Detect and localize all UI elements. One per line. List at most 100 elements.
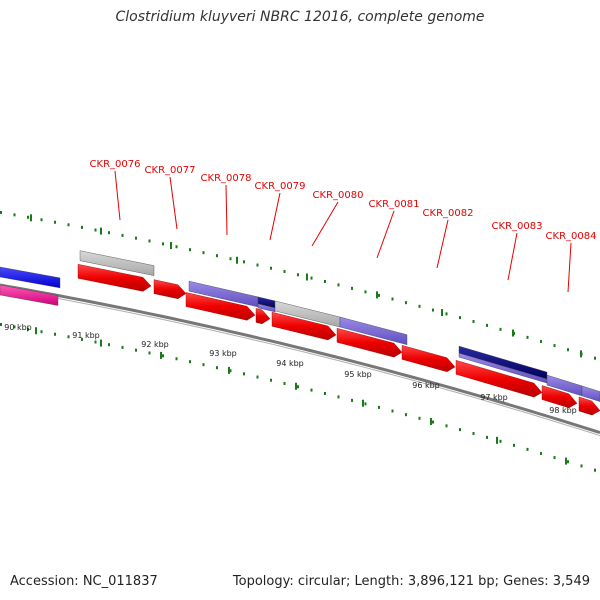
gc-dot [459,428,461,432]
gene-arrow [153,279,187,299]
gc-tick [580,350,582,358]
cog-box-purple [581,385,600,402]
gc-tick [100,339,102,347]
gc-dot [67,223,70,227]
gc-dot [445,312,448,316]
gc-dot [459,316,461,320]
gene-arrow [271,311,337,341]
gc-dot [229,369,232,373]
gene-label: CKR_0082 [423,208,474,219]
label-leader-line [269,192,281,241]
gc-dot [216,254,218,258]
gc-dot [445,424,448,428]
gc-dot [175,357,178,361]
label-leader-line [376,210,395,259]
kbp-label: 98 kbp [549,406,577,415]
gc-dot [594,356,596,360]
gene-arrow-track [77,264,600,416]
genome-summary-text: Topology: circular; Length: 3,896,121 bp… [232,574,590,589]
gc-dot [405,301,407,305]
gc-dot [256,375,259,379]
gc-dot [540,339,542,343]
label-leader-line [436,219,449,269]
kbp-label: 96 kbp [412,381,440,390]
gene-arrow [336,328,403,358]
gc-dot [486,435,488,439]
cog-box-gray [79,250,155,276]
gc-dot [513,443,515,447]
map-title: Clostridium kluyveri NBRC 12016, complet… [115,9,485,25]
cog-box-purple [257,303,276,313]
gene-arrow [455,360,543,398]
gc-dot [553,456,556,460]
gc-dot [27,215,29,219]
kbp-label: 95 kbp [344,370,372,379]
gc-tick [441,309,443,317]
gc-dot [189,248,191,252]
gc-dot [432,420,434,424]
gene-arrow [578,396,600,416]
gene-label: CKR_0078 [201,173,252,184]
gc-dot [162,242,164,246]
gc-dot [351,286,353,290]
gene-label: CKR_0079 [255,181,306,192]
gene-label-leaders [114,170,572,293]
cog-feature-track [0,250,600,402]
gc-dot [310,388,313,392]
gc-tick [496,436,498,444]
gc-dot [486,323,488,327]
gc-dot [418,416,421,420]
gene-label: CKR_0083 [492,221,543,232]
gc-dot [108,231,110,235]
label-leader-line [169,176,178,230]
gc-dot [567,460,569,464]
gc-dot [54,332,56,336]
gc-dot [526,335,529,339]
gc-dot [418,304,421,308]
gc-dot [297,385,299,389]
gc-tick [295,382,297,390]
gc-dot [243,372,245,376]
gc-tick [236,256,238,264]
gene-arrow [541,385,578,409]
gc-dot [162,354,164,358]
backbone-line [0,283,600,435]
gc-tick [35,327,37,335]
gc-dot [202,363,205,367]
backbone-shadow [0,287,600,437]
gene-arrow [77,264,152,292]
gc-dot [351,398,353,402]
gc-tick [512,329,514,337]
gc-dot [135,236,137,240]
kbp-scale-labels: 90 kbp 91 kbp 92 kbp 93 kbp 94 kbp 95 kbp 96 k… [4,323,577,415]
gc-dot [405,413,407,417]
gc-dot [391,297,394,301]
gc-tick [100,227,102,235]
gc-tick [30,214,32,222]
kbp-label: 94 kbp [276,359,304,368]
kbp-label: 93 kbp [209,349,237,358]
gc-tick [565,457,567,465]
gc-dot [432,308,434,312]
gc-tick [160,351,162,359]
gene-label: CKR_0077 [145,165,196,176]
label-leader-line [311,201,339,247]
gc-dot [364,290,367,294]
kbp-label: 91 kbp [72,331,100,340]
kbp-label: 90 kbp [4,323,32,332]
gc-dot [13,213,16,217]
gc-dot [270,378,272,382]
gc-dot [472,432,475,436]
gc-dot [121,233,124,237]
gc-dot [283,381,286,385]
label-leader-line [507,232,518,281]
gc-dot [256,263,259,267]
gc-dot [148,239,151,243]
gc-tick [376,291,378,299]
gc-dot [148,351,151,355]
gc-tick [170,242,172,250]
gc-dot [13,325,16,329]
gene-arrow [185,292,256,321]
